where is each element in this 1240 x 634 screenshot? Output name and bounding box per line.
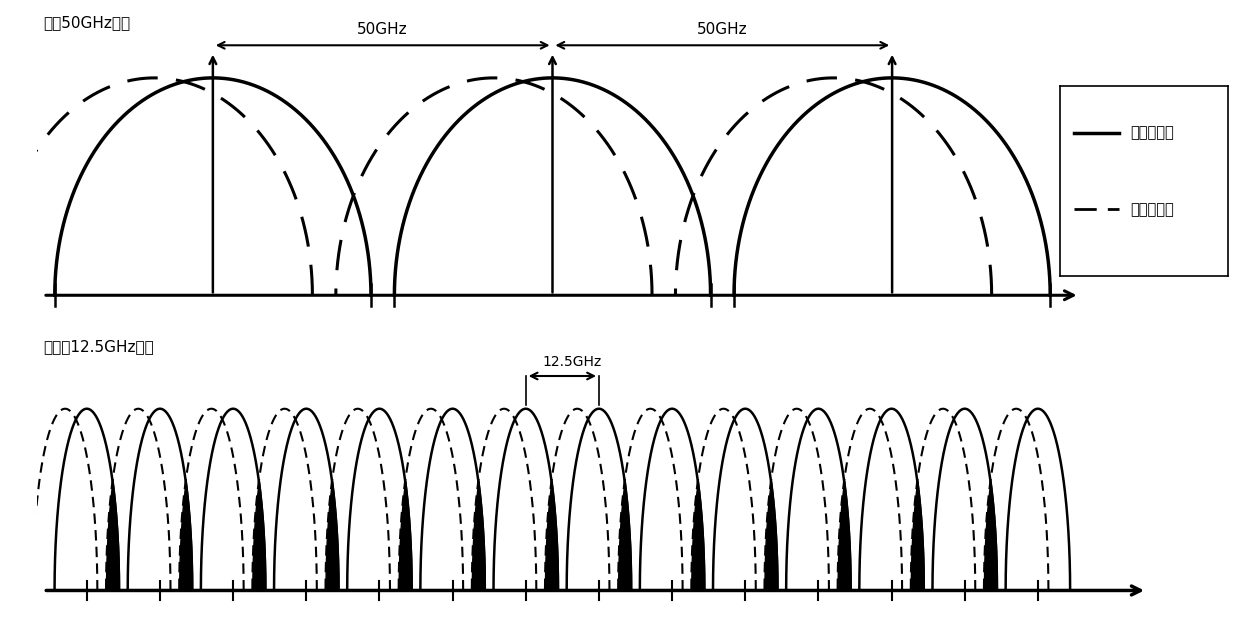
Text: 细粒度12.5GHz栅格: 细粒度12.5GHz栅格 xyxy=(43,339,154,354)
Text: 50GHz: 50GHz xyxy=(697,22,748,37)
Text: 传统50GHz栅格: 传统50GHz栅格 xyxy=(43,15,130,30)
Text: 12.5GHz: 12.5GHz xyxy=(542,355,601,369)
Text: 理想无频偏: 理想无频偏 xyxy=(1131,126,1174,141)
Text: 50GHz: 50GHz xyxy=(357,22,408,37)
Text: 实际有频偏: 实际有频偏 xyxy=(1131,202,1174,217)
